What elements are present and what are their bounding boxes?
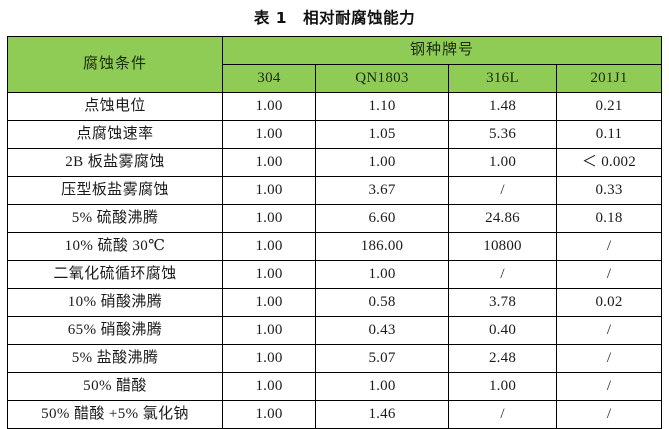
table-row: 点腐蚀速率 1.00 1.05 5.36 0.11	[7, 120, 663, 149]
table-row: 10% 硝酸沸腾 1.00 0.58 3.78 0.02	[7, 288, 663, 317]
cell-value: 0.58	[315, 288, 449, 317]
cell-value: 0.02	[555, 288, 663, 317]
cell-value: 10800	[448, 232, 557, 261]
header-grade-304: 304	[222, 64, 316, 93]
cell-value: /	[555, 400, 663, 429]
corrosion-resistance-table: 腐蚀条件 钢种牌号 304 QN1803 316L 201J1 点蚀电位 1.00…	[7, 36, 663, 429]
cell-value: 0.33	[555, 176, 663, 205]
header-row-grades: 304 QN1803 316L 201J1	[8, 64, 663, 93]
cell-value: 1.00	[448, 148, 557, 177]
cell-value: 1.00	[222, 92, 316, 121]
header-steel-grade-group: 钢种牌号	[221, 36, 663, 65]
cell-value: 1.00	[315, 260, 449, 289]
cell-value: 1.00	[222, 372, 316, 401]
cell-value: /	[448, 176, 557, 205]
table-row: 二氧化硫循环腐蚀 1.00 1.00//	[7, 260, 663, 289]
table-row: 50% 醋酸 +5% 氯化钠 1.00 1.46//	[7, 400, 663, 429]
cell-condition: 50% 醋酸 +5% 氯化钠	[7, 400, 223, 429]
cell-value: 2.48	[448, 344, 557, 373]
cell-value: 3.67	[315, 176, 449, 205]
cell-condition: 2B 板盐雾腐蚀	[7, 148, 223, 177]
cell-condition: 50% 醋酸	[7, 372, 223, 401]
cell-value: 1.00	[222, 260, 316, 289]
cell-condition: 5% 盐酸沸腾	[7, 344, 223, 373]
cell-condition: 65% 硝酸沸腾	[7, 316, 223, 345]
cell-condition: 压型板盐雾腐蚀	[7, 176, 223, 205]
table-row: 点蚀电位 1.00 1.10 1.48 0.21	[7, 92, 663, 121]
cell-value: /	[555, 260, 663, 289]
table-row: 5% 盐酸沸腾 1.00 5.07 2.48/	[7, 344, 663, 373]
cell-value: /	[555, 232, 663, 261]
cell-value: 1.00	[315, 148, 449, 177]
table-row: 5% 硫酸沸腾 1.00 6.60 24.86 0.18	[7, 204, 663, 233]
cell-condition: 10% 硝酸沸腾	[7, 288, 223, 317]
cell-value: 1.00	[222, 232, 316, 261]
cell-value: 1.00	[222, 148, 316, 177]
cell-value: /	[555, 344, 663, 373]
cell-value: 0.43	[315, 316, 449, 345]
cell-value: 1.00	[222, 288, 316, 317]
cell-value: 24.86	[448, 204, 557, 233]
cell-value: 3.78	[448, 288, 557, 317]
cell-value: 1.00	[315, 372, 449, 401]
cell-value: 1.00	[222, 316, 316, 345]
table-row: 10% 硫酸 30℃ 1.00 186.00 10800/	[7, 232, 663, 261]
cell-value: 1.00	[448, 372, 557, 401]
cell-value: ＜ 0.002	[555, 148, 663, 177]
cell-value: /	[448, 400, 557, 429]
table-row: 2B 板盐雾腐蚀 1.00 1.00 1.00 ＜ 0.002	[7, 148, 663, 177]
cell-value: 0.18	[555, 204, 663, 233]
table-row: 压型板盐雾腐蚀 1.00 3.67/0.33	[7, 176, 663, 205]
cell-value: 186.00	[315, 232, 449, 261]
cell-condition: 点蚀电位	[7, 92, 223, 121]
header-grade-qn1803: QN1803	[315, 64, 449, 93]
header-grade-201j1: 201J1	[555, 64, 663, 93]
cell-value: 1.05	[315, 120, 449, 149]
cell-value: /	[448, 260, 557, 289]
table-container: 腐蚀条件 钢种牌号 304 QN1803 316L 201J1 点蚀电位 1.00…	[7, 36, 663, 429]
cell-value: 0.40	[448, 316, 557, 345]
table-body: 点蚀电位 1.00 1.10 1.48 0.21 点腐蚀速率 1.00 1.05 5.36 0.1…	[7, 92, 663, 429]
cell-value: 6.60	[315, 204, 449, 233]
table-row: 65% 硝酸沸腾 1.00 0.43 0.40/	[7, 316, 663, 345]
table-row: 50% 醋酸 1.00 1.00 1.00/	[7, 372, 663, 401]
cell-condition: 二氧化硫循环腐蚀	[7, 260, 223, 289]
cell-condition: 点腐蚀速率	[7, 120, 223, 149]
cell-value: 0.11	[555, 120, 663, 149]
table-header: 腐蚀条件 钢种牌号 304 QN1803 316L 201J1	[7, 36, 663, 93]
cell-value: 1.00	[222, 204, 316, 233]
cell-value: /	[555, 372, 663, 401]
table-caption: 表 1 相对耐腐蚀能力	[253, 9, 416, 27]
cell-value: 1.00	[222, 120, 316, 149]
header-row-group: 腐蚀条件 钢种牌号	[7, 36, 663, 93]
cell-value: 5.36	[448, 120, 557, 149]
cell-value: 1.00	[222, 176, 316, 205]
cell-value: /	[555, 316, 663, 345]
cell-value: 1.46	[315, 400, 449, 429]
cell-value: 1.10	[315, 92, 449, 121]
cell-condition: 10% 硫酸 30℃	[7, 232, 223, 261]
cell-value: 1.00	[222, 344, 316, 373]
cell-condition: 5% 硫酸沸腾	[7, 204, 223, 233]
cell-value: 1.00	[222, 400, 316, 429]
header-condition: 腐蚀条件	[7, 36, 223, 93]
cell-value: 1.48	[448, 92, 557, 121]
header-grade-316l: 316L	[448, 64, 557, 93]
cell-value: 0.21	[555, 92, 663, 121]
cell-value: 5.07	[315, 344, 449, 373]
